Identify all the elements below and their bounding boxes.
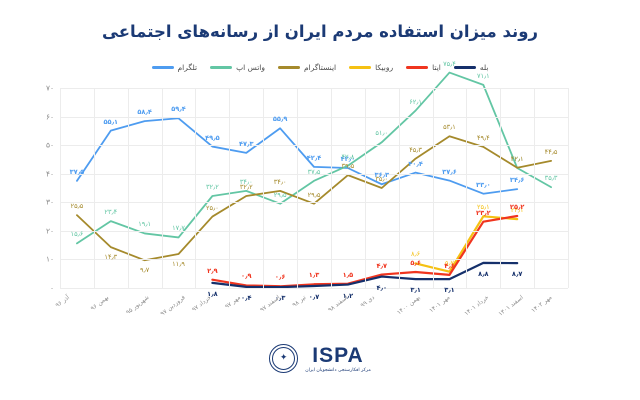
legend-label: واتس اپ [236, 63, 265, 72]
legend-item[interactable]: تلگرام [151, 63, 198, 72]
y-axis-tick-label: ۲۰ [45, 226, 54, 236]
gridline-horizontal [60, 202, 568, 204]
gridline-vertical [127, 88, 129, 288]
x-axis-tick-label: تیر ۹۸ [291, 294, 308, 309]
y-axis-tick-label: ۵۰ [45, 140, 54, 150]
x-axis-tick-label: بهمن ۱۴۰۰ [395, 294, 422, 317]
y-axis-tick-label: ۷۰ [45, 83, 54, 93]
gridline-horizontal [60, 88, 568, 89]
gridline-vertical [161, 88, 163, 288]
x-axis-tick-label: دی ۹۹ [359, 294, 376, 310]
gridline-vertical [297, 88, 299, 288]
legend-color-swatch [210, 66, 233, 69]
legend-label: روبیکا [375, 63, 394, 72]
page-title: روند میزان استفاده مردم ایران از رسانه‌ه… [102, 22, 538, 41]
gridline-vertical [534, 88, 536, 288]
gridline-vertical [398, 88, 400, 288]
legend-item[interactable]: واتس اپ [210, 63, 265, 72]
ispa-logo: ✦ ISPA مرکز افکارسنجی دانشجویان ایران [0, 344, 640, 373]
x-axis-tick-label: اسفند ۹۷ [259, 294, 282, 314]
legend-item[interactable]: بله [453, 63, 489, 72]
gridline-vertical [568, 88, 569, 288]
y-axis-tick-label: ۶۰ [45, 112, 54, 122]
x-axis-labels: آذر ۹۶ بهمن ۹۶ شهریور ۹۵ فروردین ۹۷ خرداد ۹۷… [54, 290, 568, 335]
y-axis-tick-label: ۰ [49, 283, 54, 293]
x-axis-tick-label: آذر ۹۶ [54, 294, 71, 310]
legend-item[interactable]: ایتا [406, 63, 441, 72]
x-axis-tick-label: خرداد ۹۷ [191, 294, 214, 314]
gridline-vertical [93, 88, 95, 288]
x-axis-tick-label: شهریور ۹۵ [124, 294, 151, 317]
gridline-horizontal [60, 145, 568, 147]
x-axis-tick-label: مهر ۱۴۰۲ [530, 294, 554, 315]
x-axis-tick-label: مهر ۱۴۰۱ [428, 294, 452, 315]
legend-item[interactable]: روبیکا [349, 63, 393, 72]
gridline-vertical [330, 88, 332, 288]
legend-item[interactable]: اینستاگرام [278, 63, 336, 72]
series-line [76, 135, 552, 262]
x-axis-tick-label: فروردین ۹۷ [158, 294, 187, 318]
legend-label: اینستاگرام [304, 63, 337, 72]
gridline-vertical [229, 88, 231, 288]
plot-area: ۷۰ ۶۰ ۵۰ ۴۰ ۳۰ ۲۰ ۱۰ ۰ ۳۷٫۵ ۵۵٫۱ ۵۸٫۴ ۵۹٫۴ ۴۹٫۵ ۴۷٫۳ ۵… [46, 60, 569, 302]
y-axis-tick-label: ۳۰ [45, 197, 54, 207]
gridline-vertical [432, 88, 434, 288]
gridline-vertical [500, 88, 502, 288]
ispa-subtitle: مرکز افکارسنجی دانشجویان ایران [305, 367, 371, 373]
legend-label: تلگرام [177, 63, 198, 72]
x-axis-tick-label: مهر ۹۷ [224, 294, 243, 311]
gridline-horizontal [60, 288, 568, 289]
y-axis-tick-label: ۱۰ [45, 254, 54, 264]
legend-color-swatch [349, 66, 372, 69]
legend-color-swatch [453, 66, 476, 69]
line-series-svg [76, 71, 552, 289]
x-axis-tick-label: بهمن ۹۶ [89, 294, 110, 313]
legend-label: بله [479, 63, 489, 72]
gridline-horizontal [60, 230, 568, 232]
legend-label: ایتا [432, 63, 441, 72]
gridline-horizontal [60, 116, 568, 118]
gridline-vertical [466, 88, 468, 288]
y-axis-tick-label: ۴۰ [45, 169, 54, 179]
ispa-wordmark: ISPA [312, 343, 364, 367]
x-axis-tick-label: اسفند ۱۴۰۱ [497, 294, 525, 318]
gridline-horizontal [60, 173, 568, 175]
gridline-horizontal [60, 259, 568, 261]
legend-color-swatch [151, 66, 174, 69]
chart-legend: بله ایتا روبیکا اینستاگرام واتس اپ تلگرام [0, 63, 640, 72]
legend-color-swatch [406, 66, 429, 69]
gridline-vertical [60, 88, 61, 288]
gridline-vertical [195, 88, 197, 288]
x-axis-tick-label: خرداد ۱۴۰۱ [463, 294, 491, 318]
series-line [76, 71, 552, 245]
gridline-vertical [364, 88, 366, 288]
gridline-vertical [263, 88, 265, 288]
bird-icon: ✦ [279, 353, 288, 363]
data-point-label: ۷۱٫۱ [476, 71, 490, 80]
x-axis-tick-label: اسفند ۹۸ [326, 294, 350, 314]
ispa-seal-icon: ✦ [269, 344, 299, 373]
legend-color-swatch [278, 66, 300, 69]
